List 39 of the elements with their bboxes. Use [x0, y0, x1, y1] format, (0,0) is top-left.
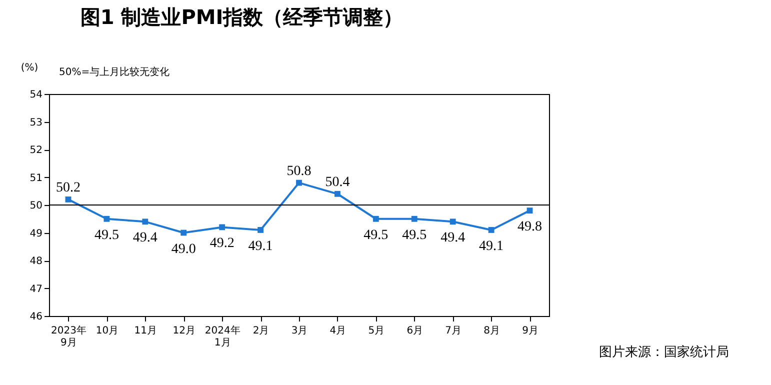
data-label: 49.1	[479, 238, 504, 254]
x-tick-label: 10月	[96, 326, 119, 336]
x-tick-label: 9月	[522, 326, 538, 336]
y-axis-title: (%)	[20, 62, 38, 74]
x-tick-label: 6月	[406, 326, 424, 336]
y-tick-label: 46	[30, 312, 42, 322]
x-tick-label: 3月	[291, 326, 308, 336]
y-tick-label: 54	[30, 90, 42, 100]
y-tick-label: 47	[30, 284, 42, 295]
y-tick-label: 52	[30, 145, 42, 156]
x-tick-label: 2月	[252, 326, 270, 336]
x-tick-label: 7月	[445, 326, 462, 336]
y-tick-label: 49	[30, 228, 42, 240]
text: 图片来源：国家统计局	[599, 344, 729, 360]
y-tick-label: 48	[30, 256, 42, 267]
x-tick-label: 11月	[134, 326, 158, 336]
x-tick-label: 2024年 1月	[204, 324, 240, 348]
data-label: 49.0	[171, 242, 196, 257]
y-tick-label: 53	[30, 117, 42, 128]
x-tick-label: 12月	[172, 326, 196, 336]
data-label: 49.8	[518, 220, 542, 235]
data-label: 49.1	[248, 238, 273, 254]
data-label: 49.2	[210, 236, 234, 252]
data-label: 49.4	[132, 230, 158, 246]
x-tick-label: 5月	[368, 326, 385, 336]
x-tick-label: 4月	[330, 326, 346, 336]
y-tick-label: 50	[30, 200, 42, 212]
data-label: 50.8	[286, 164, 312, 179]
y-tick-label: 51	[30, 172, 42, 184]
data-label: 50.2	[56, 180, 80, 196]
text: 50%=与上月比较无变化	[59, 66, 170, 78]
chart-title: 图1 制造业PMI指数（经季节调整）	[80, 5, 404, 29]
data-label: 49.4	[440, 230, 466, 246]
data-label: 49.5	[364, 228, 388, 243]
x-tick-label: 2023年 9月	[51, 324, 86, 348]
data-label: 50.4	[325, 174, 350, 190]
data-label: 49.5	[94, 228, 119, 243]
x-tick-label: 8月	[484, 326, 500, 336]
data-label: 49.5	[402, 228, 427, 243]
